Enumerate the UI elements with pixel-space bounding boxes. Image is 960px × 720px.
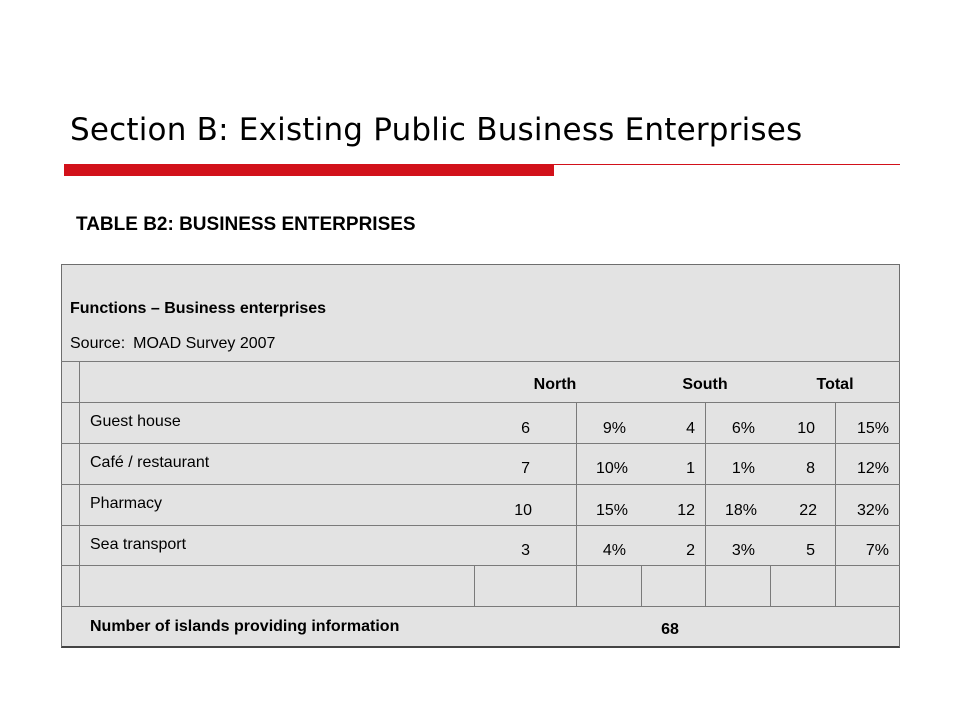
grid-line — [474, 565, 475, 606]
grid-line — [61, 565, 900, 566]
cell-south-count: 4 — [686, 420, 695, 437]
grid-line — [61, 402, 900, 403]
cell-south-percent: 3% — [731, 542, 755, 559]
title-underline — [64, 164, 900, 165]
grid-line — [61, 525, 900, 526]
cell-south-percent: 18% — [724, 502, 757, 519]
table-source: Source: MOAD Survey 2007 — [70, 335, 275, 353]
grid-line — [770, 565, 771, 606]
cell-south-percent: 1% — [731, 460, 755, 477]
business-enterprises-table — [61, 264, 900, 648]
grid-line — [61, 361, 900, 362]
grid-line — [576, 402, 577, 606]
cell-north-count: 10 — [514, 502, 532, 519]
cell-north-count: 7 — [521, 460, 530, 477]
grid-line — [61, 484, 900, 485]
cell-north-percent: 9% — [602, 420, 626, 437]
table-caption: TABLE B2: BUSINESS ENTERPRISES — [76, 214, 416, 235]
cell-total-count: 5 — [806, 542, 815, 559]
cell-south-count: 1 — [686, 460, 695, 477]
cell-total-percent: 32% — [856, 502, 889, 519]
cell-south-count: 2 — [686, 542, 695, 559]
cell-south-percent: 6% — [731, 420, 755, 437]
cell-total-count: 8 — [806, 460, 815, 477]
table-heading: Functions – Business enterprises — [70, 300, 327, 317]
grid-line — [641, 565, 642, 606]
grid-line — [79, 361, 80, 606]
cell-total-percent: 12% — [856, 460, 889, 477]
slide-title: Section B: Existing Public Business Ente… — [70, 112, 803, 148]
cell-north-count: 6 — [521, 420, 530, 437]
cell-total-percent: 15% — [856, 420, 889, 437]
cell-north-count: 3 — [521, 542, 530, 559]
cell-north-percent: 4% — [602, 542, 626, 559]
title-accent-bar — [64, 165, 554, 176]
grid-line — [61, 443, 900, 444]
cell-south-count: 12 — [677, 502, 695, 519]
cell-north-percent: 15% — [595, 502, 628, 519]
cell-total-count: 10 — [797, 420, 815, 437]
row-label-cafe-restaurant: Café / restaurant — [90, 454, 210, 471]
cell-total-percent: 7% — [865, 542, 889, 559]
row-label-sea-transport: Sea transport — [90, 536, 187, 553]
row-label-guest-house: Guest house — [90, 413, 181, 430]
grid-line — [835, 402, 836, 606]
source-value: MOAD Survey 2007 — [133, 335, 276, 352]
footer-value: 68 — [661, 621, 679, 638]
row-label-pharmacy: Pharmacy — [90, 495, 163, 512]
cell-north-percent: 10% — [595, 460, 628, 477]
column-header-north: North — [533, 376, 577, 393]
grid-line — [61, 606, 900, 607]
cell-total-count: 22 — [799, 502, 817, 519]
column-header-total: Total — [816, 376, 854, 393]
footer-label: Number of islands providing information — [90, 618, 400, 635]
source-label: Source: — [70, 335, 126, 352]
grid-line — [705, 402, 706, 606]
column-header-south: South — [682, 376, 728, 393]
